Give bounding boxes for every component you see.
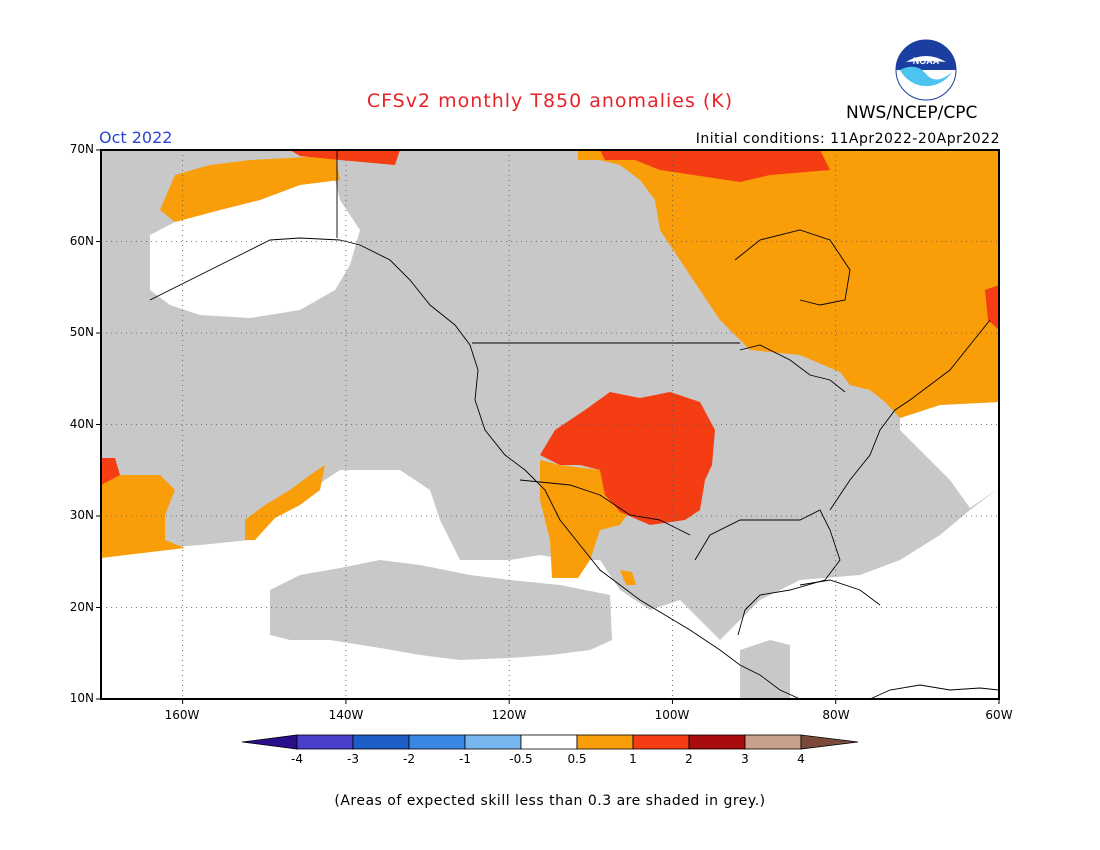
anomaly-southwest-us <box>540 392 715 525</box>
lat-label-30n: 30N <box>69 508 94 522</box>
anomaly-mexico-south <box>620 570 636 585</box>
lat-label-70n: 70N <box>69 142 94 156</box>
neutral-east-atlantic <box>900 402 999 508</box>
lat-label-20n: 20N <box>69 600 94 614</box>
border-us-mexico <box>519 479 691 536</box>
colorbar-label: -0.5 <box>509 752 533 766</box>
axis-ticks <box>96 149 1000 704</box>
coastlines <box>149 150 1000 700</box>
colorbar-label: 3 <box>741 752 749 766</box>
anomaly-alaska-north <box>160 155 340 222</box>
initial-conditions: Initial conditions: 11Apr2022-20Apr2022 <box>695 131 1000 147</box>
lon-label-140w: 140W <box>328 708 364 722</box>
coastline-north-america-west <box>339 239 801 700</box>
neutral-regions <box>150 180 999 508</box>
colorbar-cell <box>576 734 634 750</box>
anomaly-pacific-band <box>245 465 325 540</box>
logo-text: NOAA <box>913 56 940 66</box>
colorbar-cell <box>296 734 354 750</box>
anomaly-pacific-west <box>101 475 185 558</box>
coastline-alaska <box>149 237 341 301</box>
anomaly-hudson <box>290 150 400 165</box>
chart-title: CFSv2 monthly T850 anomalies (K) <box>366 90 734 112</box>
colorbar-label: -4 <box>291 752 303 766</box>
colorbar-cell <box>744 734 802 750</box>
colorbar-cell <box>688 734 746 750</box>
colorbar <box>241 734 859 750</box>
lat-label-50n: 50N <box>69 325 94 339</box>
south-america-coast <box>869 684 1000 700</box>
coastline-gulf <box>694 509 841 636</box>
logo-sea <box>900 66 952 87</box>
coastline-east <box>829 319 991 511</box>
lon-label-80w: 80W <box>822 708 850 722</box>
forecast-month: Oct 2022 <box>99 128 173 147</box>
colorbar-label: 2 <box>685 752 693 766</box>
anomaly-arctic-north <box>600 150 830 182</box>
neutral-gulf-of-alaska <box>150 180 360 318</box>
lon-label-160w: 160W <box>164 708 200 722</box>
logo-bird <box>906 56 946 62</box>
colorbar-cell <box>408 734 466 750</box>
cuba-coast <box>799 579 881 606</box>
lat-label-10n: 10N <box>69 691 94 705</box>
colorbar-cell <box>520 734 578 750</box>
agency-label: NWS/NCEP/CPC <box>846 103 978 123</box>
lat-label-60n: 60N <box>69 234 94 248</box>
colorbar-label: -1 <box>459 752 471 766</box>
colorbar-label: -2 <box>403 752 415 766</box>
colorbar-label: 1 <box>629 752 637 766</box>
lon-label-120w: 120W <box>491 708 527 722</box>
colorbar-cell <box>632 734 690 750</box>
grey-region-caribbean <box>740 640 790 700</box>
coastline-hudson-bay <box>734 229 851 306</box>
anomaly-west-pacific <box>101 458 120 485</box>
lat-label-40n: 40N <box>69 417 94 431</box>
logo-sky <box>896 40 956 70</box>
colorbar-arrow-right <box>800 734 859 750</box>
great-lakes <box>739 344 846 393</box>
lon-label-60w: 60W <box>985 708 1013 722</box>
anomaly-canada-east <box>578 150 999 418</box>
colorbar-cell <box>352 734 410 750</box>
colorbar-cell <box>464 734 522 750</box>
colorbar-label: -3 <box>347 752 359 766</box>
colorbar-label: 0.5 <box>567 752 587 766</box>
colorbar-label: 4 <box>797 752 805 766</box>
anomaly-red <box>101 150 999 525</box>
noaa-logo: NOAA <box>895 39 957 101</box>
grey-region-pacific-south <box>270 560 612 660</box>
map-area <box>96 149 1000 704</box>
skill-footnote: (Areas of expected skill less than 0.3 a… <box>334 793 766 809</box>
anomaly-nova-scotia <box>985 285 999 330</box>
lon-label-100w: 100W <box>654 708 690 722</box>
colorbar-arrow-left <box>241 734 298 750</box>
